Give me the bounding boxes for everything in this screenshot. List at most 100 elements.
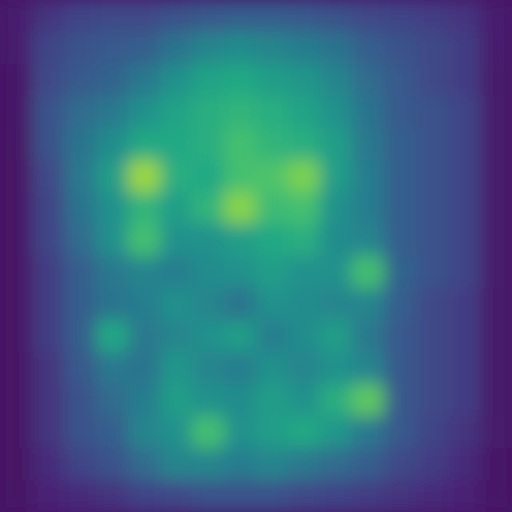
cells (0, 0, 512, 512)
cell (64, 64, 97, 97)
cell (480, 64, 512, 97)
cell (96, 224, 129, 257)
cell (160, 192, 193, 225)
cell (32, 320, 65, 353)
cell (0, 416, 33, 449)
cell (320, 64, 353, 97)
cell (416, 416, 449, 449)
cell (352, 480, 385, 512)
cell (160, 96, 193, 129)
cell (352, 96, 385, 129)
cell (32, 128, 65, 161)
cell (448, 256, 481, 289)
cell (352, 448, 385, 481)
cell (0, 480, 33, 512)
cell (160, 480, 193, 512)
cell (32, 160, 65, 193)
cell (160, 32, 193, 65)
cell (128, 64, 161, 97)
cell (448, 32, 481, 65)
cell (448, 0, 481, 33)
cell (256, 320, 289, 353)
cell (448, 96, 481, 129)
cell (192, 320, 225, 353)
cell (160, 224, 193, 257)
cell (384, 0, 417, 33)
cell (128, 32, 161, 65)
cell (96, 448, 129, 481)
cell (64, 32, 97, 65)
cell (480, 96, 512, 129)
cell (64, 96, 97, 129)
cell (256, 480, 289, 512)
cell (288, 320, 321, 353)
cell (0, 32, 33, 65)
cell (480, 32, 512, 65)
cell (320, 416, 353, 449)
cell (480, 384, 512, 417)
cell (352, 160, 385, 193)
cell (288, 32, 321, 65)
cell (224, 96, 257, 129)
cell (288, 128, 321, 161)
cell (352, 320, 385, 353)
cell (0, 160, 33, 193)
cell (288, 384, 321, 417)
cell (128, 480, 161, 512)
cell (192, 448, 225, 481)
cell (160, 128, 193, 161)
cell (384, 32, 417, 65)
heatmap (0, 0, 512, 512)
cell (160, 288, 193, 321)
cell (256, 416, 289, 449)
cell (416, 32, 449, 65)
cell (448, 384, 481, 417)
cell (224, 0, 257, 33)
cell (416, 256, 449, 289)
cell (192, 64, 225, 97)
cell (448, 128, 481, 161)
cell (480, 160, 512, 193)
cell (192, 192, 225, 225)
cell (192, 288, 225, 321)
cell (320, 128, 353, 161)
cell (128, 160, 161, 193)
cell (96, 192, 129, 225)
cell (192, 256, 225, 289)
cell (160, 448, 193, 481)
cell (0, 192, 33, 225)
cell (320, 160, 353, 193)
cell (480, 256, 512, 289)
cell (416, 192, 449, 225)
cell (416, 96, 449, 129)
cell (192, 384, 225, 417)
cell (224, 128, 257, 161)
cell (352, 224, 385, 257)
cell (96, 320, 129, 353)
cell (192, 0, 225, 33)
cell (128, 256, 161, 289)
cell (320, 96, 353, 129)
cell (192, 416, 225, 449)
cell (256, 192, 289, 225)
cell (160, 0, 193, 33)
cell (384, 320, 417, 353)
cell (160, 256, 193, 289)
cell (192, 224, 225, 257)
cell (96, 160, 129, 193)
cell (128, 224, 161, 257)
cell (32, 256, 65, 289)
cell (96, 288, 129, 321)
cell (288, 352, 321, 385)
cell (128, 320, 161, 353)
cell (0, 288, 33, 321)
cell (256, 384, 289, 417)
cell (352, 64, 385, 97)
cell (384, 64, 417, 97)
cell (64, 160, 97, 193)
cell (64, 288, 97, 321)
cell (224, 448, 257, 481)
cell (256, 96, 289, 129)
cell (224, 320, 257, 353)
cell (384, 96, 417, 129)
